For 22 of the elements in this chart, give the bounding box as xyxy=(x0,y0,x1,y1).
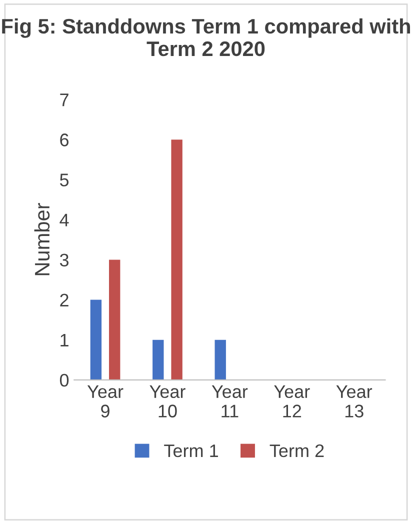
bar xyxy=(214,340,226,380)
y-tick-label: 3 xyxy=(60,254,69,266)
chart-title: Fig 5: Standdowns Term 1 compared with Term 2 2020 xyxy=(2,18,410,56)
legend-label: Term 1 xyxy=(164,444,218,458)
legend-label: Term 2 xyxy=(270,444,324,458)
y-tick-label: 5 xyxy=(60,174,69,186)
x-tick-label: Year 9 xyxy=(87,385,124,418)
bar xyxy=(152,340,164,380)
x-tick-label: Year 12 xyxy=(274,385,310,418)
bar xyxy=(109,260,120,380)
y-tick-label: 0 xyxy=(60,374,69,387)
x-tick-label: Year 10 xyxy=(150,385,186,418)
y-tick-label: 2 xyxy=(60,294,68,306)
x-tick-label: Year 13 xyxy=(336,385,372,418)
x-tick-label: Year 11 xyxy=(212,385,248,418)
bar xyxy=(90,300,102,380)
y-tick-label: 7 xyxy=(60,94,68,106)
y-tick-label: 1 xyxy=(60,334,68,346)
y-tick-label: 4 xyxy=(60,214,69,226)
y-axis-title: Number xyxy=(34,203,50,276)
bar xyxy=(171,140,182,380)
y-tick-label: 6 xyxy=(60,134,69,146)
